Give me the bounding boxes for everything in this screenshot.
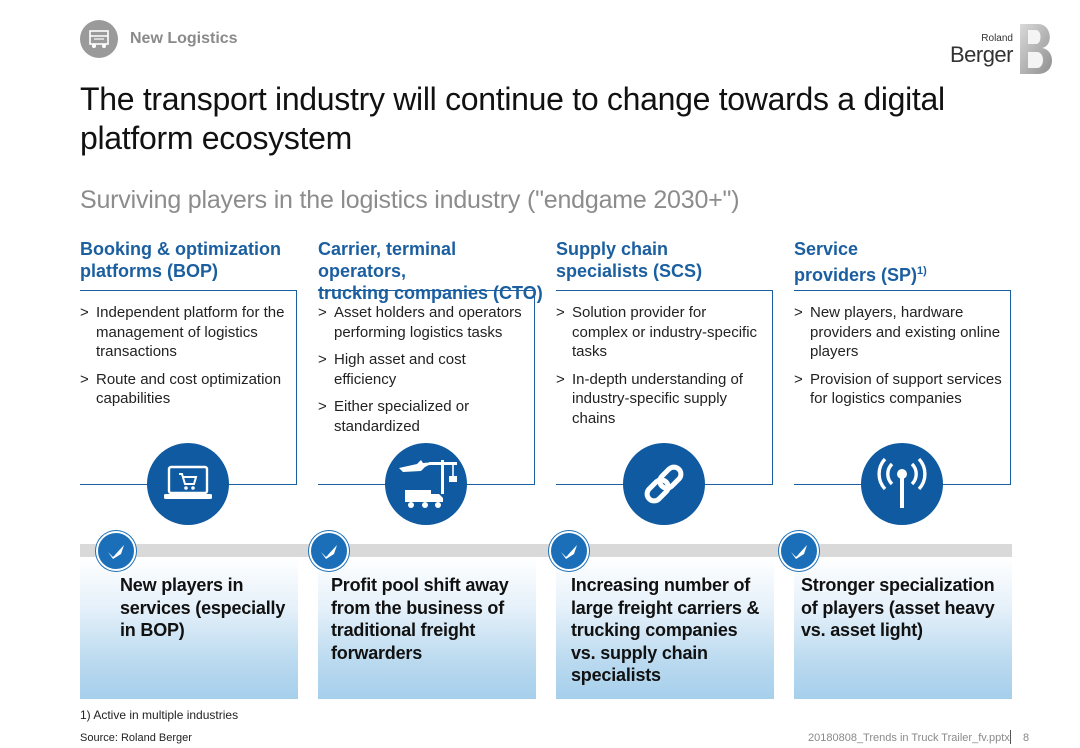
outcome-box	[794, 557, 1012, 699]
outcome-text-bop: New players in services (especially in B…	[120, 575, 286, 640]
column-heading-scs: Supply chain specialists (SCS)	[556, 238, 786, 282]
outcome-box	[556, 557, 774, 699]
bullet-item: In-depth understanding of industry-speci…	[556, 370, 766, 429]
bullet-item: Asset holders and operators performing l…	[318, 303, 528, 342]
section-label: New Logistics	[130, 30, 238, 47]
crane-plane-truck-icon	[385, 443, 467, 525]
checkmark-badge-icon	[96, 531, 136, 571]
bullet-list: Independent platform for the management …	[80, 303, 290, 417]
heading-line: trucking companies (CTO)	[318, 283, 543, 303]
bullet-list: Asset holders and operators performing l…	[318, 303, 528, 444]
heading-line: platforms (BOP)	[80, 261, 219, 281]
heading-line: Supply chain	[556, 239, 669, 259]
divider-band	[80, 544, 1012, 557]
source-note: Source: Roland Berger	[80, 732, 192, 744]
page-number: 8	[1023, 732, 1030, 744]
heading-line: Service	[794, 239, 859, 259]
footnote-marker: 1)	[917, 265, 927, 277]
bullet-item: New players, hardware providers and exis…	[794, 303, 1004, 362]
heading-line: Booking & optimization	[80, 239, 281, 259]
column-heading-cto: Carrier, terminal operators, trucking co…	[318, 238, 548, 304]
file-reference: 20180808_Trends in Truck Trailer_fv.pptx	[808, 732, 1010, 744]
column-heading-bop: Booking & optimization platforms (BOP)	[80, 238, 310, 282]
chain-link-icon	[623, 443, 705, 525]
truck-icon	[80, 20, 118, 58]
footnote: 1) Active in multiple industries	[80, 708, 239, 722]
checkmark-badge-icon	[779, 531, 819, 571]
heading-line: specialists (SCS)	[556, 261, 703, 281]
bullet-item: Route and cost optimization capabilities	[80, 370, 290, 409]
roland-berger-logo: Roland Berger	[948, 22, 1058, 76]
logo-b-mark	[1020, 24, 1053, 74]
outcome-box	[318, 557, 536, 699]
page-separator	[1010, 730, 1011, 744]
page-subtitle: Surviving players in the logistics indus…	[80, 186, 740, 214]
outcome-text-sp: Stronger specialization of players (asse…	[801, 575, 995, 640]
column-box-bop: Independent platform for the management …	[80, 290, 297, 485]
page-title: The transport industry will continue to …	[80, 81, 945, 156]
outcome-text-cto: Profit pool shift away from the business…	[331, 575, 509, 663]
bullet-item: Provision of support services for logist…	[794, 370, 1004, 409]
column-box-scs: Solution provider for complex or industr…	[556, 290, 773, 485]
heading-line: providers (SP)	[794, 265, 918, 285]
checkmark-badge-icon	[549, 531, 589, 571]
antenna-signal-icon	[861, 443, 943, 525]
column-box-sp: New players, hardware providers and exis…	[794, 290, 1011, 485]
laptop-cart-icon	[147, 443, 229, 525]
checkmark-badge-icon	[309, 531, 349, 571]
heading-line: Carrier, terminal operators,	[318, 239, 457, 281]
column-heading-sp: Service providers (SP)1)	[794, 238, 1024, 286]
section-tag: New Logistics	[80, 20, 238, 58]
bullet-list: New players, hardware providers and exis…	[794, 303, 1004, 417]
bullet-list: Solution provider for complex or industr…	[556, 303, 766, 436]
bullet-item: Either specialized or standardized	[318, 397, 528, 436]
bullet-item: Independent platform for the management …	[80, 303, 290, 362]
outcome-text-scs: Increasing number of large freight carri…	[571, 575, 760, 685]
bullet-item: Solution provider for complex or industr…	[556, 303, 766, 362]
logo-small-text: Roland	[981, 33, 1013, 44]
logo-large-text: Berger	[949, 42, 1014, 67]
outcome-box	[80, 557, 298, 699]
bullet-item: High asset and cost efficiency	[318, 350, 528, 389]
column-box-cto: Asset holders and operators performing l…	[318, 290, 535, 485]
